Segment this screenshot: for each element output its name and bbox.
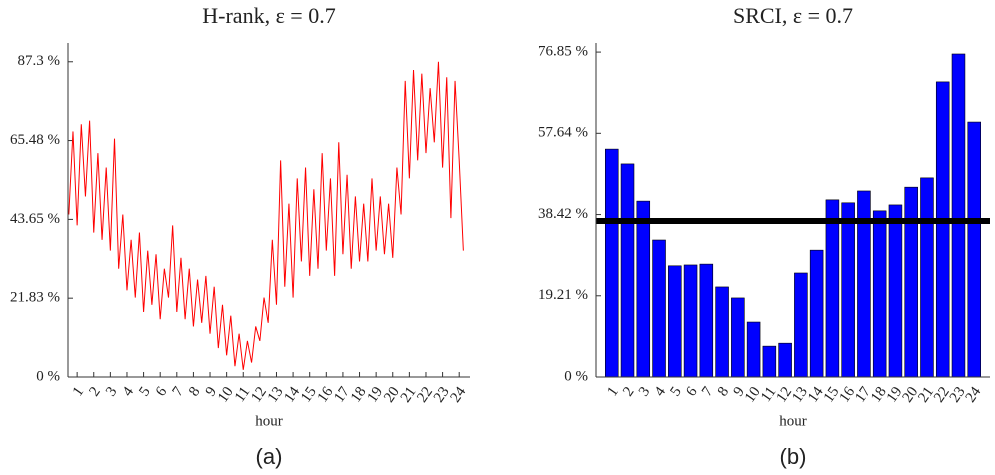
y-tick-label: 0 %	[36, 368, 60, 384]
bar	[652, 239, 666, 378]
x-tick-label: 7	[699, 384, 717, 400]
x-tick-label: 5	[136, 384, 153, 399]
bar	[762, 345, 777, 378]
x-tick-label: 13	[789, 384, 811, 405]
bar	[731, 297, 745, 378]
y-tick-label: 0 %	[564, 368, 588, 384]
x-tick-label: 4	[652, 384, 670, 400]
bar	[699, 263, 714, 378]
bar	[935, 81, 950, 378]
bar	[668, 265, 682, 378]
x-tick-label: 1	[70, 384, 87, 399]
bar	[967, 121, 982, 378]
bar	[778, 342, 792, 378]
x-tick-label: 12	[248, 384, 270, 405]
caption: (a)	[256, 444, 283, 469]
bar	[872, 210, 887, 378]
bar	[888, 204, 903, 378]
x-tick-label: 22	[931, 384, 953, 405]
x-axis-label: hour	[779, 413, 807, 429]
bar	[825, 199, 840, 378]
caption: (b)	[780, 444, 807, 469]
bar	[636, 200, 651, 378]
bar	[794, 272, 808, 378]
bar	[715, 286, 729, 378]
x-tick-label: 8	[186, 384, 203, 399]
y-tick-label: 65.48 %	[10, 132, 60, 148]
y-tick-label: 19.21 %	[538, 287, 588, 303]
bar	[809, 249, 824, 378]
x-tick-label: 20	[381, 384, 403, 405]
x-tick-label: 5	[667, 384, 684, 399]
x-tick-label: 7	[169, 384, 187, 400]
x-tick-label: 3	[103, 384, 120, 399]
y-tick-label: 57.64 %	[538, 125, 588, 141]
x-tick-label: 3	[636, 384, 653, 399]
x-tick-label: 24	[963, 384, 985, 406]
bar	[620, 163, 635, 378]
x-tick-label: 24	[448, 384, 470, 406]
x-tick-label: 13	[265, 384, 287, 405]
x-tick-label: 6	[683, 384, 701, 400]
x-tick-label: 2	[620, 384, 637, 399]
data-line	[68, 61, 464, 370]
bar	[951, 53, 966, 378]
chart-title: SRCI, ε = 0.7	[733, 3, 853, 28]
y-tick-label: 21.83 %	[10, 290, 60, 306]
y-tick-label: 43.65 %	[10, 211, 60, 227]
y-tick-label: 38.42 %	[538, 206, 588, 222]
x-tick-label: 8	[715, 384, 732, 399]
x-tick-label: 19	[365, 384, 387, 405]
bar	[904, 186, 918, 378]
chart-title: H-rank, ε = 0.7	[202, 3, 335, 28]
bar	[604, 148, 619, 378]
x-tick-label: 18	[348, 384, 370, 405]
x-tick-label: 19	[884, 384, 906, 405]
bar	[683, 264, 698, 378]
x-tick-label: 2	[86, 384, 103, 399]
x-tick-label: 1	[604, 384, 621, 399]
bar	[920, 177, 934, 378]
y-tick-label: 87.3 %	[18, 53, 61, 69]
bar	[746, 321, 761, 378]
x-tick-label: 10	[742, 384, 764, 405]
x-tick-label: 4	[120, 384, 138, 400]
x-axis-label: hour	[255, 413, 283, 429]
y-tick-label: 76.85 %	[538, 44, 588, 60]
bar	[841, 202, 855, 378]
x-tick-label: 6	[153, 384, 171, 400]
